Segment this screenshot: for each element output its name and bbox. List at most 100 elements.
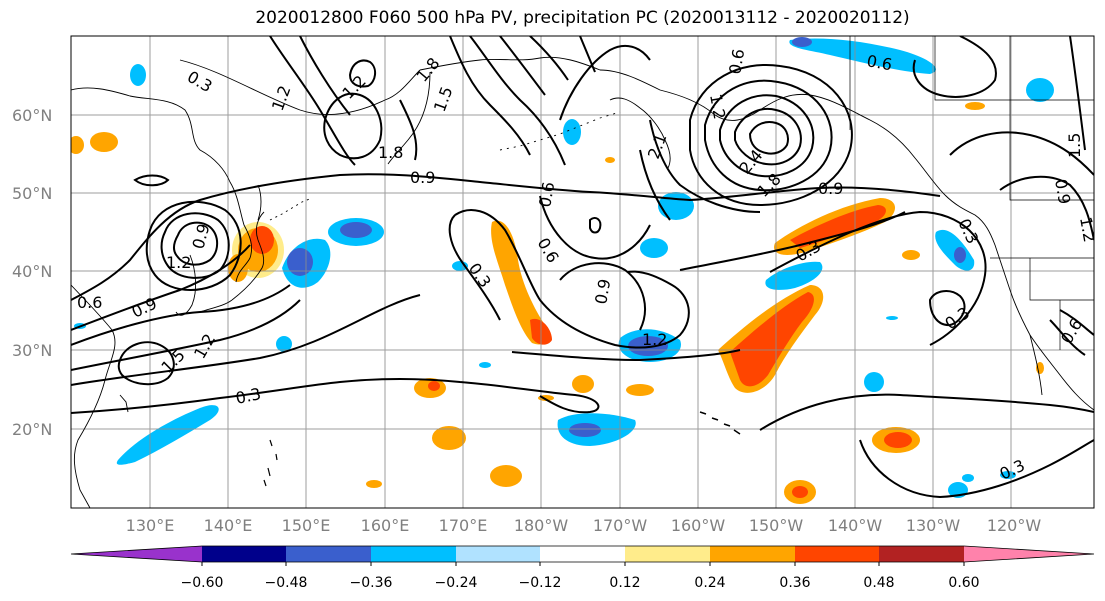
precip-blob — [130, 64, 146, 86]
north-america-coastline — [944, 194, 1094, 411]
precip-blob — [116, 405, 219, 465]
colorbar-cell — [795, 546, 879, 562]
pv-contour — [511, 349, 741, 362]
lat-label: 60°N — [12, 106, 52, 125]
precip-blob — [1000, 471, 1016, 479]
pv-contour — [559, 262, 646, 331]
precip-blob — [640, 238, 668, 258]
precip-blob — [884, 432, 912, 448]
pv-contour — [748, 121, 789, 155]
pv-contour — [469, 36, 566, 166]
lon-label: 150°E — [282, 516, 331, 535]
contour-label: 1.2 — [166, 253, 191, 272]
contour-label: 0.3 — [234, 384, 263, 408]
precip-blob — [340, 222, 372, 238]
precip-blob — [962, 474, 974, 482]
longitude-labels: 130°E 140°E 150°E 160°E 170°E 180°W 170°… — [126, 516, 1042, 535]
lon-label: 160°E — [361, 516, 410, 535]
precip-blob — [490, 465, 522, 487]
us-state-border — [1029, 258, 1094, 301]
colorbar-cell — [710, 546, 795, 562]
pv-contour — [145, 200, 242, 291]
colorbar-tick-label: 0.48 — [863, 575, 894, 591]
alaska-coastline — [609, 97, 671, 169]
sakhalin-coastline — [257, 184, 262, 221]
kamchatka-coastline — [387, 71, 431, 165]
lat-label: 20°N — [12, 420, 52, 439]
pv-contour — [769, 210, 987, 346]
contour-label: 0.9 — [818, 179, 843, 198]
pv-contour — [1049, 319, 1086, 356]
precip-blob — [71, 136, 84, 154]
colorbar-cell — [964, 546, 1094, 562]
pv-contour — [734, 108, 802, 166]
pv-contour — [539, 195, 651, 260]
contour-label: 0.6 — [725, 47, 748, 75]
chukotka-coastline — [419, 56, 601, 71]
asia-coastline — [71, 87, 253, 283]
contour-label: 1.2 — [1076, 215, 1099, 243]
pv-contour — [499, 36, 546, 96]
lat-label: 30°N — [12, 341, 52, 360]
lon-label: 170°W — [593, 516, 648, 535]
precip-blob — [572, 375, 594, 393]
map-panel: 0.3 1.2 1.2 1.8 1.5 1.8 0.9 0.6 0.6 0.6 … — [70, 35, 1099, 509]
colorbar-cell — [286, 546, 371, 562]
pv-contour — [589, 217, 602, 234]
pv-contour — [689, 64, 853, 207]
pv-contour — [299, 36, 351, 116]
pacific-islands — [263, 439, 278, 487]
pv-contour — [71, 378, 600, 414]
colorbar-tick-label: 0.12 — [609, 575, 640, 591]
lon-label: 140°W — [828, 516, 883, 535]
colorbar-tick-label: 0.24 — [694, 575, 725, 591]
pv-contour — [928, 290, 966, 327]
pv-contour — [912, 36, 997, 98]
pv-contour — [348, 59, 376, 88]
contour-label: 1.2 — [642, 330, 667, 349]
lon-label: 170°E — [439, 516, 488, 535]
pv-contour — [448, 214, 501, 321]
kuril-islands — [269, 197, 313, 221]
lon-label: 130°E — [126, 516, 175, 535]
map-title: 2020012800 F060 500 hPa PV, precipitatio… — [255, 8, 910, 28]
pv-contour — [649, 119, 761, 213]
hawaii-islands — [699, 411, 741, 435]
baja-coastline — [1029, 334, 1043, 396]
precip-blob — [792, 486, 808, 498]
precip-blob — [90, 132, 118, 152]
precip-blob — [276, 336, 292, 352]
precip-blob — [886, 316, 898, 320]
precip-blob — [965, 102, 985, 110]
pv-contour — [71, 173, 941, 301]
pv-contour — [759, 393, 1094, 431]
colorbar-ticks: −0.60 −0.48 −0.36 −0.24 −0.12 0.12 0.24 … — [181, 575, 980, 591]
contour-label: 1.5 — [1065, 133, 1084, 158]
pv-contour — [269, 36, 356, 166]
precip-blob — [605, 157, 615, 163]
pv-contour — [859, 439, 1094, 499]
contour-label: 0.6 — [77, 293, 102, 312]
map-frame — [70, 35, 1095, 509]
contour-label: 1.2 — [706, 92, 729, 120]
pv-contour — [1059, 309, 1094, 336]
contour-label: 1.8 — [378, 143, 403, 162]
colorbar-tick-label: 0.36 — [779, 575, 810, 591]
pv-contour — [719, 94, 815, 178]
contour-label: 0.6 — [535, 180, 558, 208]
colorbar-cell — [71, 546, 202, 562]
lat-label: 40°N — [12, 262, 52, 281]
colorbar-tick-label: −0.48 — [265, 575, 308, 591]
pv-contour — [949, 131, 1094, 176]
precip-blob — [954, 247, 966, 263]
pv-contour — [117, 341, 175, 386]
precip-blob — [626, 384, 654, 396]
pv-contour — [323, 92, 383, 160]
lon-label: 130°W — [906, 516, 961, 535]
colorbar-tick-label: −0.36 — [350, 575, 393, 591]
precip-blob — [479, 362, 491, 368]
pv-contours — [71, 36, 1094, 499]
latitude-labels: 60°N 50°N 40°N 30°N 20°N — [12, 106, 52, 439]
colorbar-tick-label: −0.60 — [181, 575, 224, 591]
